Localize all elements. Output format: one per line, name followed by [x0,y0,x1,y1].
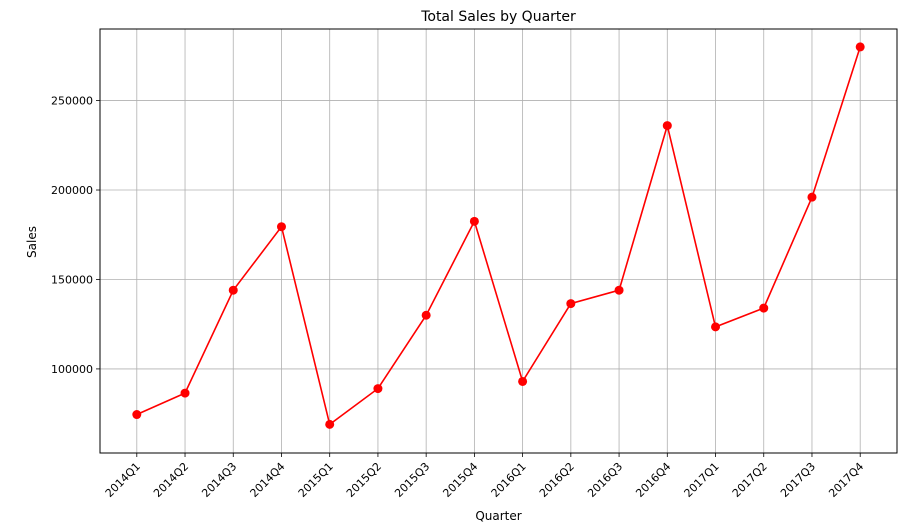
x-ticks: 2014Q1 2014Q2 2014Q3 2014Q4 2015Q1 2015Q2 2015… [103,453,866,500]
x-tick-label: 2014Q3 [199,460,239,500]
x-tick-label: 2014Q2 [151,460,191,500]
plot-frame [99,28,898,454]
x-tick-label: 2017Q1 [682,460,722,500]
y-tick-label: 100000 [51,363,93,376]
data-point-2017Q3 [807,192,817,202]
x-tick-label: 2016Q3 [585,460,625,500]
data-point-2016Q3 [614,285,624,295]
y-axis-label: Sales [25,226,39,258]
data-point-2017Q2 [759,303,769,313]
data-point-2014Q1 [132,410,142,420]
data-point-2014Q3 [228,285,238,295]
data-point-2015Q1 [325,419,335,429]
data-point-2017Q4 [855,42,865,52]
data-point-2016Q2 [566,299,576,309]
data-point-2017Q1 [711,322,721,332]
x-tick-label: 2015Q2 [344,460,384,500]
x-tick-label: 2015Q4 [440,460,480,500]
y-tick-label: 200000 [51,184,93,197]
y-tick-label: 150000 [51,273,93,286]
data-point-2016Q1 [518,376,528,386]
x-tick-label: 2016Q2 [537,460,577,500]
data-point-2014Q4 [276,222,286,232]
data-point-2015Q2 [373,384,383,394]
x-axis-label: Quarter [475,509,521,523]
x-tick-label: 2017Q3 [778,460,818,500]
x-tick-label: 2017Q2 [730,460,770,500]
x-tick-label: 2014Q4 [248,460,288,500]
x-tick-label: 2015Q1 [296,460,336,500]
series-line [136,46,861,426]
x-tick-label: 2016Q1 [489,460,529,500]
grid [100,29,897,453]
x-tick-label: 2016Q4 [633,460,673,500]
series-layer [132,42,865,429]
y-ticks: 100000 150000 200000 250000 [51,95,100,376]
x-tick-label: 2014Q1 [103,460,143,500]
chart-title: Total Sales by Quarter [420,9,576,25]
x-tick-label: 2015Q3 [392,460,432,500]
data-point-2015Q4 [469,216,479,226]
y-tick-label: 250000 [51,95,93,108]
data-point-2014Q2 [180,388,190,398]
data-point-2015Q3 [421,310,431,320]
x-tick-label: 2017Q4 [826,460,866,500]
data-point-2016Q4 [662,121,672,131]
